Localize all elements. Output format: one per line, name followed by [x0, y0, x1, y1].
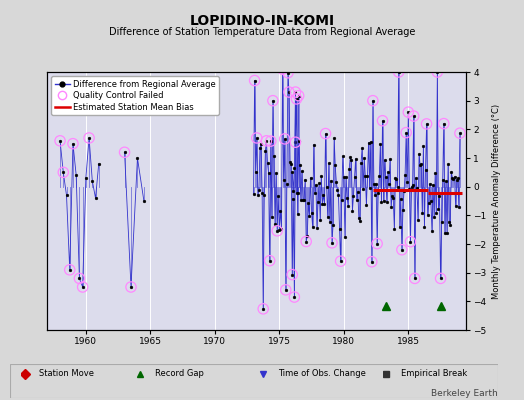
Point [321, 130, 330, 137]
Point [273, 228, 281, 234]
Point [66, 266, 74, 273]
Point [369, 98, 377, 104]
Text: Difference of Station Temperature Data from Regional Average: Difference of Station Temperature Data f… [109, 27, 415, 37]
Point [440, 120, 448, 127]
Point [79, 284, 87, 290]
Point [121, 149, 129, 156]
Point [422, 121, 431, 127]
Point [291, 89, 300, 95]
Point [328, 240, 336, 246]
Point [127, 284, 135, 290]
Point [373, 240, 381, 247]
Point [269, 98, 277, 104]
Text: Record Gap: Record Gap [155, 370, 203, 378]
Point [402, 129, 410, 136]
Point [285, 89, 293, 95]
Point [292, 96, 301, 102]
Point [262, 138, 270, 144]
Point [404, 109, 412, 115]
Point [291, 139, 300, 146]
Text: Empirical Break: Empirical Break [401, 370, 467, 378]
Point [378, 118, 387, 124]
Point [406, 238, 414, 245]
Point [456, 130, 464, 136]
Point [266, 258, 274, 264]
Text: Station Move: Station Move [39, 370, 94, 378]
Point [85, 135, 93, 141]
Point [75, 275, 84, 282]
Point [280, 136, 289, 142]
Point [283, 70, 292, 76]
Point [395, 69, 403, 75]
Point [367, 258, 376, 265]
Y-axis label: Monthly Temperature Anomaly Difference (°C): Monthly Temperature Anomaly Difference (… [492, 104, 501, 298]
Point [433, 69, 442, 75]
Point [409, 113, 418, 119]
Point [250, 77, 259, 84]
Text: LOPIDINO-IN-KOMI: LOPIDINO-IN-KOMI [190, 14, 334, 28]
Legend: Difference from Regional Average, Quality Control Failed, Estimated Station Mean: Difference from Regional Average, Qualit… [51, 76, 219, 115]
Point [59, 169, 68, 176]
Point [302, 238, 310, 245]
Point [411, 275, 419, 282]
Point [253, 135, 261, 141]
Point [278, 66, 287, 72]
Point [288, 272, 297, 278]
Point [259, 306, 267, 312]
Point [56, 138, 64, 144]
Point [267, 138, 275, 144]
Point [69, 140, 77, 147]
Text: Time of Obs. Change: Time of Obs. Change [278, 370, 366, 378]
Text: Berkeley Earth: Berkeley Earth [431, 389, 498, 398]
Point [290, 294, 299, 300]
Point [281, 287, 290, 293]
Point [436, 275, 445, 282]
Point [294, 92, 303, 99]
Point [398, 246, 406, 253]
Point [336, 258, 345, 264]
